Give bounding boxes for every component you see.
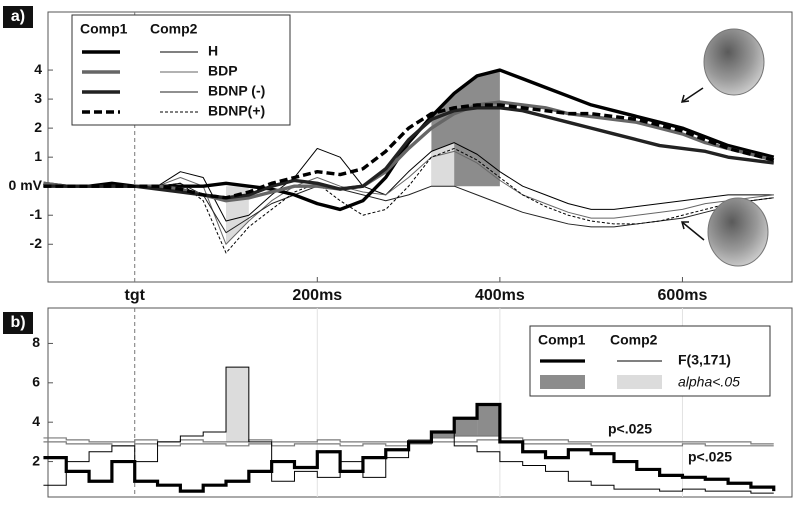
significance-bar: [226, 367, 249, 442]
x-tick-label: 400ms: [475, 287, 525, 304]
erp-line: [43, 103, 775, 200]
x-tick-label: 600ms: [658, 287, 708, 304]
arrow: [681, 87, 704, 103]
f-line: [43, 366, 774, 494]
y-tick-label: -2: [30, 235, 43, 251]
panel-label-box: [3, 6, 33, 28]
arrow-head: [681, 221, 689, 230]
significance-bar: [431, 432, 455, 438]
y-tick-label: 3: [34, 90, 42, 106]
panel-b-frame: [47, 307, 793, 498]
legend-header: Comp2: [610, 332, 658, 348]
y-tick-label: 6: [32, 374, 40, 390]
legend-label: BDNP(+): [208, 103, 265, 119]
significance-bar: [454, 418, 478, 436]
erp-line: [43, 106, 774, 200]
legend-box: [71, 14, 291, 126]
threshold-line: [43, 435, 774, 445]
erp-line: [43, 147, 774, 254]
f-line: [43, 402, 776, 493]
y-tick-label: -1: [30, 206, 43, 222]
panel-label-box: [3, 312, 33, 334]
x-tick-label: 200ms: [292, 287, 342, 304]
erp-line: [43, 150, 774, 245]
y-tick-label: 4: [34, 61, 42, 77]
panel-a-frame: [47, 11, 793, 283]
legend-header: Comp1: [80, 21, 128, 37]
erp-line: [43, 142, 774, 222]
threshold-label: p<.025: [608, 421, 652, 437]
y-tick-label: 8: [32, 334, 40, 350]
head-map: [703, 28, 765, 96]
erp-line: [43, 182, 774, 234]
arrow-head: [680, 94, 690, 103]
legend-swatch: [617, 375, 662, 389]
significance-bar: [477, 404, 500, 436]
legend-header: Comp1: [538, 332, 586, 348]
legend-label: BDNP (-): [208, 83, 265, 99]
y-tick-label: 0 mV: [9, 177, 43, 193]
legend-label: H: [208, 43, 218, 59]
legend-label: F(3,171): [678, 352, 731, 368]
legend-swatch: [540, 375, 585, 389]
y-tick-label: 2: [34, 119, 42, 135]
legend-label: BDP: [208, 63, 238, 79]
panel-label: a): [11, 8, 25, 25]
y-tick-label: 1: [34, 148, 42, 164]
significance-area: [431, 142, 455, 187]
y-tick-label: 4: [32, 413, 40, 429]
threshold-label: p<.025: [688, 449, 732, 465]
legend-header: Comp2: [150, 21, 198, 37]
y-tick-label: 2: [32, 452, 40, 468]
topography-icons: [680, 28, 769, 267]
arrow: [681, 221, 705, 241]
head-map: [707, 197, 769, 267]
x-tick-label: tgt: [125, 287, 146, 304]
legend-label: alpha<.05: [678, 374, 740, 390]
panel-label: b): [10, 314, 25, 331]
